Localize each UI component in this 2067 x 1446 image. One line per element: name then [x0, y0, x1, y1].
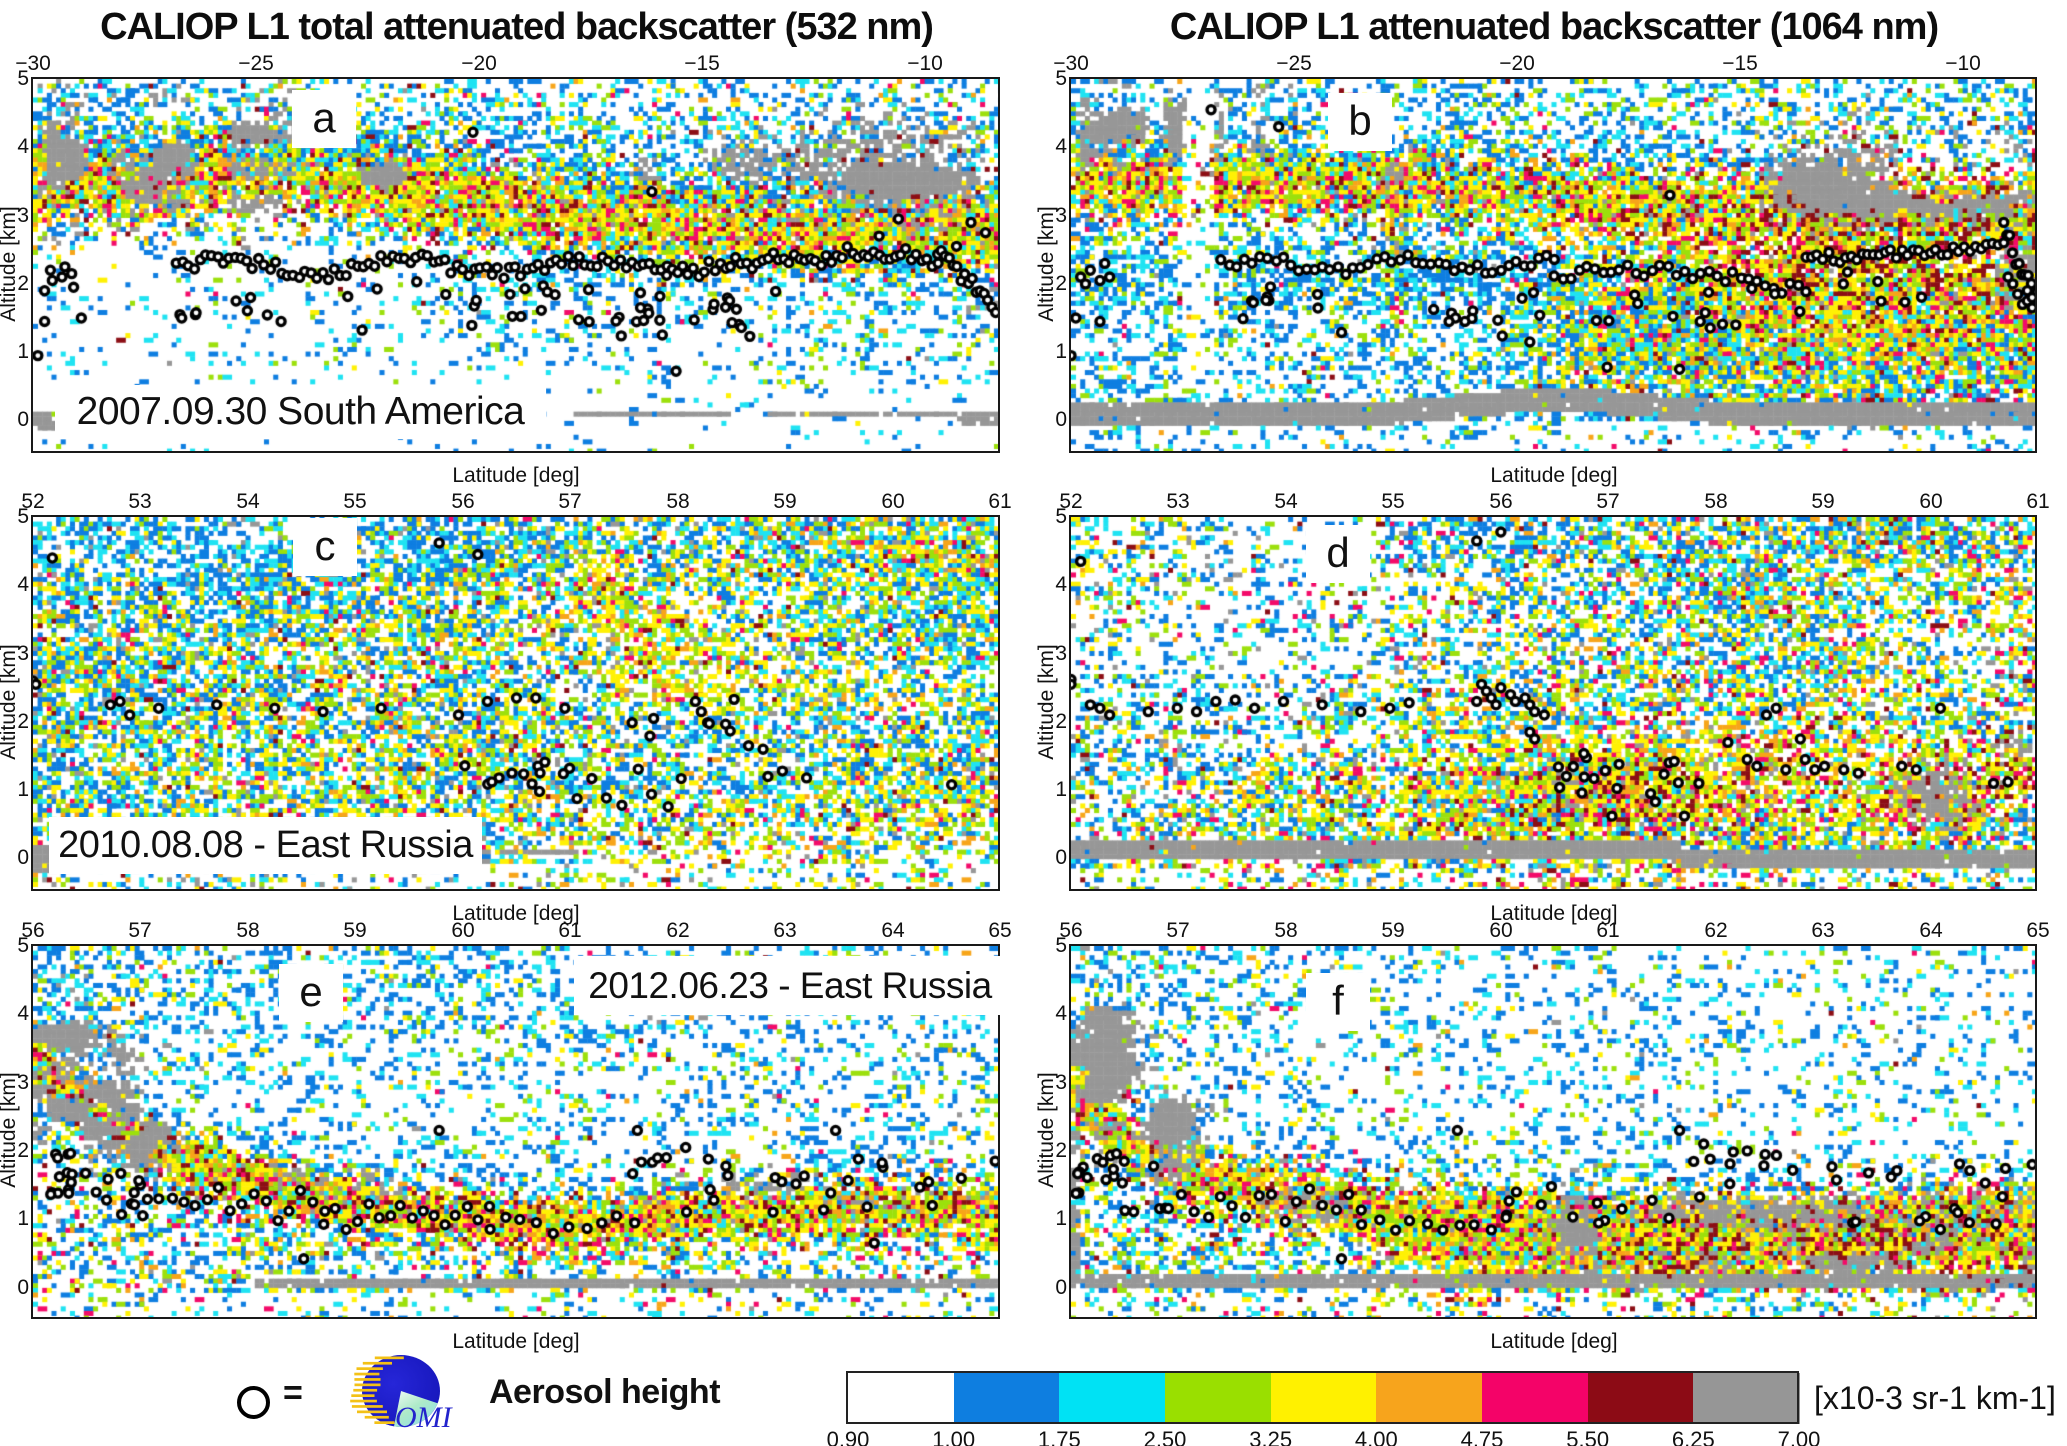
svg-text:OMI: OMI: [395, 1401, 453, 1431]
